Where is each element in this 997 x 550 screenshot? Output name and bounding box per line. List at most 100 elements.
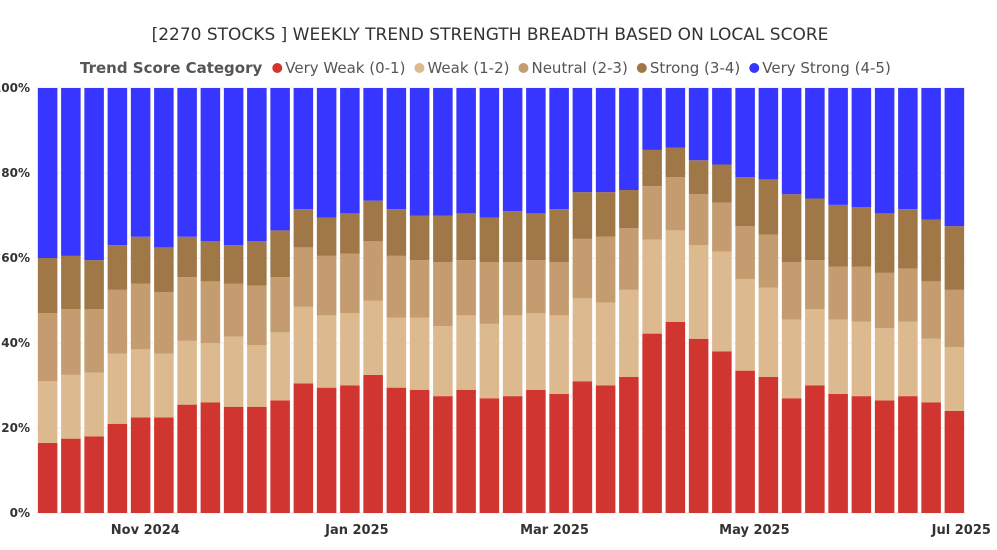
bar-segment[interactable]: [293, 383, 314, 514]
bar-segment[interactable]: [549, 209, 569, 263]
bar-segment[interactable]: [154, 88, 174, 248]
bar-segment[interactable]: [805, 260, 825, 310]
bar-segment[interactable]: [107, 353, 128, 424]
bar-segment[interactable]: [805, 309, 825, 386]
bar-segment[interactable]: [386, 317, 407, 388]
bar-segment[interactable]: [735, 370, 755, 514]
bar-segment[interactable]: [549, 88, 569, 210]
bar-segment[interactable]: [386, 88, 407, 210]
bar-segment[interactable]: [758, 287, 779, 377]
bar-segment[interactable]: [479, 323, 500, 399]
bar-segment[interactable]: [84, 309, 104, 373]
bar-segment[interactable]: [781, 262, 802, 320]
bar-segment[interactable]: [851, 396, 872, 514]
bar-segment[interactable]: [316, 88, 337, 218]
bar-segment[interactable]: [316, 217, 337, 256]
legend-item[interactable]: Strong (3-4): [650, 59, 740, 77]
bar-segment[interactable]: [223, 283, 244, 337]
bar-segment[interactable]: [340, 88, 360, 214]
bar-segment[interactable]: [526, 389, 546, 513]
bar-segment[interactable]: [688, 338, 709, 513]
bar-segment[interactable]: [502, 211, 523, 263]
bar-segment[interactable]: [712, 251, 732, 352]
bar-segment[interactable]: [363, 241, 383, 301]
bar-segment[interactable]: [595, 88, 616, 193]
bar-segment[interactable]: [828, 204, 848, 267]
bar-segment[interactable]: [107, 423, 128, 513]
bar-segment[interactable]: [619, 190, 639, 229]
bar-segment[interactable]: [456, 88, 476, 214]
bar-segment[interactable]: [688, 245, 709, 339]
bar-segment[interactable]: [712, 88, 732, 165]
bar-segment[interactable]: [293, 247, 314, 307]
bar-segment[interactable]: [758, 234, 779, 288]
bar-segment[interactable]: [665, 147, 686, 178]
bar-segment[interactable]: [502, 262, 523, 316]
bar-segment[interactable]: [828, 394, 848, 513]
bar-segment[interactable]: [642, 88, 662, 150]
bar-segment[interactable]: [84, 372, 104, 437]
bar-segment[interactable]: [898, 396, 918, 514]
bar-segment[interactable]: [828, 319, 848, 395]
bar-segment[interactable]: [921, 281, 941, 339]
bar-segment[interactable]: [130, 349, 151, 418]
bar-segment[interactable]: [177, 404, 197, 514]
bar-segment[interactable]: [758, 377, 779, 513]
bar-segment[interactable]: [433, 396, 453, 514]
legend-item[interactable]: Neutral (2-3): [531, 59, 627, 77]
bar-segment[interactable]: [688, 88, 709, 161]
bar-segment[interactable]: [270, 400, 290, 514]
bar-segment[interactable]: [874, 400, 895, 514]
bar-segment[interactable]: [944, 88, 965, 227]
bar-segment[interactable]: [37, 381, 58, 443]
bar-segment[interactable]: [851, 207, 872, 267]
bar-segment[interactable]: [154, 247, 174, 293]
bar-segment[interactable]: [386, 387, 407, 514]
bar-segment[interactable]: [944, 411, 965, 513]
bar-segment[interactable]: [223, 336, 244, 407]
bar-segment[interactable]: [340, 385, 360, 514]
bar-segment[interactable]: [316, 255, 337, 316]
bar-segment[interactable]: [549, 262, 569, 316]
bar-segment[interactable]: [130, 236, 151, 284]
bar-segment[interactable]: [247, 285, 267, 346]
bar-segment[interactable]: [340, 313, 360, 386]
bar-segment[interactable]: [735, 226, 755, 280]
bar-segment[interactable]: [409, 389, 430, 513]
bar-segment[interactable]: [898, 209, 918, 269]
bar-segment[interactable]: [781, 319, 802, 399]
bar-segment[interactable]: [619, 88, 639, 190]
bar-segment[interactable]: [735, 279, 755, 371]
bar-segment[interactable]: [712, 202, 732, 252]
bar-segment[interactable]: [456, 389, 476, 513]
bar-segment[interactable]: [642, 239, 662, 334]
bar-segment[interactable]: [363, 374, 383, 514]
bar-segment[interactable]: [223, 406, 244, 513]
bar-segment[interactable]: [479, 217, 500, 263]
bar-segment[interactable]: [61, 255, 81, 310]
bar-segment[interactable]: [270, 230, 290, 278]
bar-segment[interactable]: [177, 340, 197, 405]
bar-segment[interactable]: [293, 306, 314, 384]
bar-segment[interactable]: [433, 262, 453, 326]
bar-segment[interactable]: [293, 88, 314, 210]
bar-segment[interactable]: [456, 260, 476, 316]
bar-segment[interactable]: [502, 88, 523, 212]
bar-segment[interactable]: [130, 417, 151, 514]
bar-segment[interactable]: [851, 321, 872, 397]
bar-segment[interactable]: [270, 277, 290, 333]
bar-segment[interactable]: [874, 272, 895, 329]
bar-segment[interactable]: [688, 194, 709, 246]
bar-segment[interactable]: [619, 228, 639, 290]
bar-segment[interactable]: [479, 262, 500, 324]
bar-segment[interactable]: [154, 417, 174, 514]
bar-segment[interactable]: [200, 343, 221, 403]
bar-segment[interactable]: [665, 321, 686, 513]
bar-segment[interactable]: [828, 88, 848, 205]
bar-segment[interactable]: [526, 88, 546, 214]
bar-segment[interactable]: [177, 277, 197, 341]
bar-segment[interactable]: [921, 88, 941, 220]
bar-segment[interactable]: [61, 438, 81, 514]
bar-segment[interactable]: [572, 298, 593, 382]
bar-segment[interactable]: [247, 241, 267, 286]
